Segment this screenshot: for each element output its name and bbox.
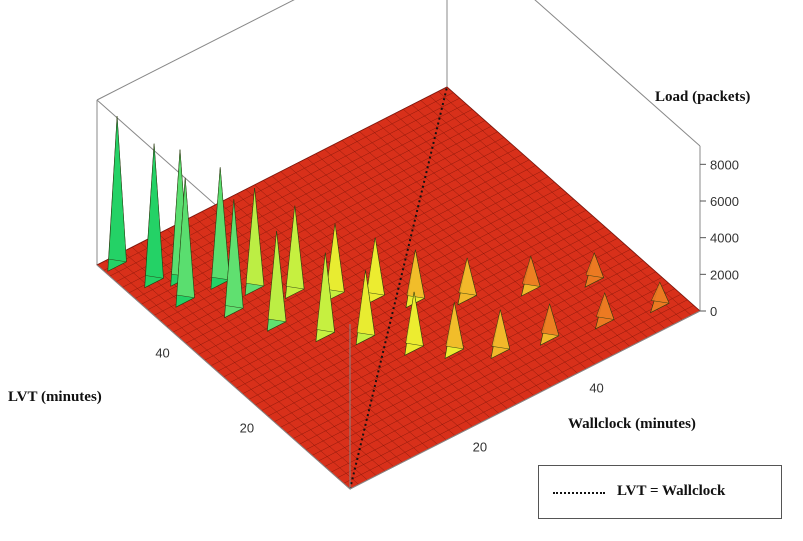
surface-peaks (107, 116, 670, 360)
surface-peak-side (326, 223, 345, 293)
surface-peak-side (405, 291, 424, 347)
surface-peak-side (651, 281, 670, 304)
bounding-box-front (96, 264, 701, 490)
grid-line (141, 125, 492, 305)
grid-line (420, 100, 674, 325)
surface-peak-side (176, 177, 195, 298)
grid-line (109, 97, 460, 277)
grid-line (403, 109, 657, 334)
grid-line (376, 122, 631, 347)
grid-line (217, 193, 568, 372)
y-axis-title: LVT (minutes) (8, 389, 102, 405)
surface-peak-side (286, 205, 305, 290)
grid-line (411, 104, 666, 329)
grid-line (210, 187, 561, 367)
surface-peak-side (540, 302, 560, 337)
surface-peak-side (225, 199, 244, 309)
grid-line (191, 170, 542, 350)
surface-peak-side (491, 309, 511, 350)
surface-peak-side (595, 292, 615, 320)
grid-line (350, 135, 604, 361)
surface-peak-side (521, 255, 541, 287)
surface-peak-side (406, 249, 426, 299)
surface-peak-side (267, 231, 287, 322)
surface-peak-side (445, 302, 464, 350)
legend-dotted-line (553, 492, 605, 494)
grid-line (446, 86, 701, 312)
legend: LVT = Wallclock (538, 465, 782, 519)
box-edge (96, 264, 351, 490)
box-edge (534, 0, 701, 147)
grid-line (429, 95, 683, 321)
legend-label: LVT = Wallclock (617, 483, 726, 499)
surface-peak-side (211, 167, 230, 281)
y-tick-label: 20 (240, 420, 254, 435)
surface-peak-side (585, 252, 604, 279)
surface-peak-side (366, 237, 385, 296)
grid-line (315, 153, 569, 378)
surface-peak-side (145, 143, 164, 279)
grid-line (166, 148, 517, 327)
box-edge (96, 0, 295, 101)
y-tick-label: 40 (155, 346, 169, 361)
z-tick-label: 6000 (710, 194, 739, 209)
z-tick-label: 0 (710, 304, 717, 319)
grid-line (306, 158, 561, 383)
grid-line (185, 165, 536, 344)
x-tick-label: 20 (473, 440, 487, 455)
z-tick-label: 2000 (710, 267, 739, 282)
z-tick-label: 8000 (710, 157, 739, 172)
grid-line (359, 131, 613, 356)
surface-peak-side (458, 257, 477, 296)
reference-line (349, 86, 448, 490)
grid-line (103, 92, 454, 271)
x-tick-label: 40 (589, 380, 603, 395)
z-tick-label: 4000 (710, 231, 739, 246)
surface-peak-side (245, 187, 265, 287)
surface-peak-side (108, 116, 127, 263)
surface-peak-side (316, 252, 335, 333)
grid-line (368, 126, 622, 352)
grid-line (385, 117, 639, 343)
grid-line (134, 120, 486, 299)
grid-line (438, 91, 692, 316)
z-axis-title: Load (packets) (655, 89, 751, 105)
x-axis-title: Wallclock (minutes) (568, 416, 696, 432)
box-edge (349, 310, 701, 490)
surface-peak-side (356, 270, 376, 336)
grid-line (147, 131, 498, 311)
grid-line (324, 149, 578, 374)
